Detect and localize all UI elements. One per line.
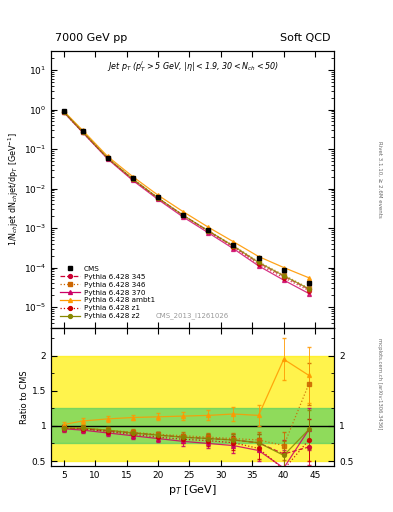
Pythia 6.428 ambt1 [61,108,66,114]
Pythia 6.428 ambt1 [156,192,160,198]
Pythia 6.428 z2 [61,109,66,115]
Pythia 6.428 346 [156,195,160,201]
Pythia 6.428 z1 [61,109,66,115]
Pythia 6.428 z1 [206,228,211,234]
Text: CMS_2013_I1261026: CMS_2013_I1261026 [156,313,229,319]
Pythia 6.428 370 [105,156,110,162]
Pythia 6.428 ambt1 [80,127,85,133]
Pythia 6.428 370 [231,246,236,252]
Pythia 6.428 ambt1 [281,265,286,271]
Pythia 6.428 370 [281,277,286,283]
Pythia 6.428 346 [206,227,211,233]
Pythia 6.428 345 [80,129,85,135]
Pythia 6.428 346 [181,212,185,219]
Line: Pythia 6.428 346: Pythia 6.428 346 [62,110,311,290]
Pythia 6.428 346 [61,109,66,115]
Pythia 6.428 z2 [206,228,211,234]
Line: Pythia 6.428 370: Pythia 6.428 370 [62,110,311,295]
Pythia 6.428 z2 [231,243,236,249]
Pythia 6.428 z2 [156,195,160,201]
Pythia 6.428 ambt1 [181,208,185,215]
Pythia 6.428 ambt1 [231,239,236,245]
Text: Rivet 3.1.10, ≥ 2.6M events: Rivet 3.1.10, ≥ 2.6M events [377,141,382,218]
Pythia 6.428 370 [61,109,66,115]
Pythia 6.428 z1 [105,155,110,161]
Pythia 6.428 ambt1 [307,275,311,281]
Pythia 6.428 z2 [307,286,311,292]
Legend: CMS, Pythia 6.428 345, Pythia 6.428 346, Pythia 6.428 370, Pythia 6.428 ambt1, P: CMS, Pythia 6.428 345, Pythia 6.428 346,… [57,264,157,322]
Pythia 6.428 z2 [80,129,85,135]
Pythia 6.428 z1 [156,195,160,201]
Pythia 6.428 z2 [281,273,286,279]
Pythia 6.428 ambt1 [206,224,211,230]
Pythia 6.428 370 [307,290,311,296]
Pythia 6.428 370 [181,214,185,220]
Pythia 6.428 370 [206,230,211,236]
Pythia 6.428 345 [281,273,286,280]
Pythia 6.428 346 [130,176,135,182]
Pythia 6.428 346 [105,155,110,161]
Pythia 6.428 370 [80,129,85,135]
Pythia 6.428 370 [156,197,160,203]
Line: Pythia 6.428 z2: Pythia 6.428 z2 [62,110,311,291]
Pythia 6.428 346 [256,259,261,265]
Pythia 6.428 346 [80,129,85,135]
Pythia 6.428 346 [281,272,286,278]
Line: Pythia 6.428 ambt1: Pythia 6.428 ambt1 [62,109,311,280]
Y-axis label: 1/N$_{ch}$jet dN$_{ch}$jet/dp$_T$ [GeV$^{-1}$]: 1/N$_{ch}$jet dN$_{ch}$jet/dp$_T$ [GeV$^… [7,133,21,246]
Pythia 6.428 z2 [105,155,110,161]
Text: Soft QCD: Soft QCD [280,33,330,44]
Pythia 6.428 z2 [130,176,135,182]
Pythia 6.428 345 [156,195,160,201]
Pythia 6.428 345 [181,212,185,219]
Pythia 6.428 z1 [231,244,236,250]
Pythia 6.428 z1 [307,288,311,294]
Pythia 6.428 345 [256,260,261,266]
Pythia 6.428 z2 [256,259,261,265]
Pythia 6.428 z1 [130,176,135,182]
Line: Pythia 6.428 345: Pythia 6.428 345 [62,110,311,291]
Pythia 6.428 345 [130,176,135,182]
Pythia 6.428 346 [231,243,236,249]
Pythia 6.428 ambt1 [105,154,110,160]
Pythia 6.428 z2 [181,212,185,219]
Pythia 6.428 345 [206,228,211,234]
Text: mcplots.cern.ch [arXiv:1306.3436]: mcplots.cern.ch [arXiv:1306.3436] [377,338,382,430]
Text: Jet p$_T$ (p$_T^l$$>$5 GeV, $|\eta|$$<$1.9, 30$<$N$_{ch}$$<$50): Jet p$_T$ (p$_T^l$$>$5 GeV, $|\eta|$$<$1… [107,59,279,74]
Text: 7000 GeV pp: 7000 GeV pp [55,33,127,44]
Line: Pythia 6.428 z1: Pythia 6.428 z1 [62,110,311,292]
Pythia 6.428 ambt1 [256,253,261,260]
Pythia 6.428 z1 [281,275,286,281]
Pythia 6.428 z1 [80,129,85,135]
Pythia 6.428 z1 [256,261,261,267]
Pythia 6.428 346 [307,285,311,291]
Pythia 6.428 370 [130,177,135,183]
X-axis label: p$_T$ [GeV]: p$_T$ [GeV] [168,482,217,497]
Pythia 6.428 345 [231,244,236,250]
Pythia 6.428 z1 [181,212,185,219]
Pythia 6.428 345 [105,155,110,161]
Pythia 6.428 345 [61,109,66,115]
Pythia 6.428 370 [256,263,261,269]
Pythia 6.428 ambt1 [130,174,135,180]
Pythia 6.428 345 [307,286,311,292]
Y-axis label: Ratio to CMS: Ratio to CMS [20,370,29,423]
